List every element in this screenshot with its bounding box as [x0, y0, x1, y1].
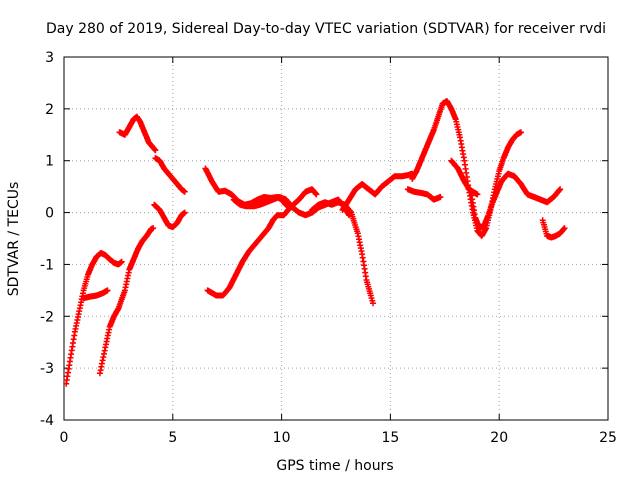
data-point-markers: [96, 225, 157, 377]
series-arc16: [539, 217, 568, 241]
series-arc6: [151, 201, 188, 231]
x-tick-label: 20: [490, 430, 508, 446]
chart-title: Day 280 of 2019, Sidereal Day-to-day VTE…: [46, 21, 606, 37]
series-arc11: [339, 170, 416, 213]
data-point-markers: [339, 170, 416, 213]
data-point-markers: [448, 157, 564, 232]
plot-frame: [63, 56, 609, 421]
y-tick-label: 2: [45, 102, 54, 118]
series-arc3: [96, 225, 157, 377]
data-point-markers: [465, 186, 481, 198]
data-point-markers: [409, 98, 524, 239]
series-arc13: [404, 186, 444, 203]
data-point-markers: [152, 155, 188, 195]
y-tick-label: 1: [45, 154, 54, 170]
series-arc1: [63, 250, 125, 387]
data-point-markers: [63, 250, 125, 387]
data-point-markers: [116, 113, 159, 154]
series-arc10: [309, 199, 376, 307]
x-tick-label: 0: [60, 430, 69, 446]
series-arc5: [152, 155, 188, 195]
y-axis-label: SDTVAR / TECUs: [6, 182, 22, 297]
x-tick-label: 15: [381, 430, 399, 446]
series-arc2: [80, 287, 111, 302]
data-point-markers: [151, 201, 188, 231]
x-axis-ticks: 0 5 10 15 20 25: [60, 57, 617, 446]
x-tick-label: 10: [273, 430, 291, 446]
series-arc4: [116, 113, 159, 154]
y-tick-label: 3: [45, 50, 54, 66]
y-tick-label: -3: [40, 361, 54, 377]
y-tick-label: -2: [40, 309, 54, 325]
y-tick-label: -4: [40, 413, 54, 429]
x-tick-label: 5: [168, 430, 177, 446]
x-axis-label: GPS time / hours: [276, 458, 393, 474]
y-tick-label: 0: [45, 206, 54, 222]
data-point-markers: [80, 287, 111, 302]
x-tick-label: 25: [599, 430, 617, 446]
series-arc14: [448, 157, 564, 232]
y-tick-label: -1: [40, 257, 54, 273]
y-axis-ticks: -4 -3 -2 -1 0 1 2 3: [40, 50, 608, 429]
data-point-markers: [539, 217, 568, 241]
data-point-markers: [404, 186, 444, 203]
grid-lines: [64, 57, 608, 420]
data-points: [63, 98, 568, 387]
data-point-markers: [309, 199, 376, 307]
series-arc12: [409, 98, 524, 239]
series-arc15: [465, 186, 481, 198]
